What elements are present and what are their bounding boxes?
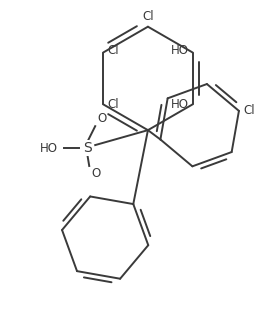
Text: O: O xyxy=(97,112,106,125)
Text: Cl: Cl xyxy=(142,10,154,23)
Text: O: O xyxy=(91,167,100,180)
Text: Cl: Cl xyxy=(243,104,255,117)
Text: HO: HO xyxy=(171,44,189,57)
Text: Cl: Cl xyxy=(107,44,119,57)
Text: S: S xyxy=(83,141,92,155)
Text: HO: HO xyxy=(39,141,57,155)
Text: Cl: Cl xyxy=(107,98,119,111)
Text: HO: HO xyxy=(171,98,189,111)
